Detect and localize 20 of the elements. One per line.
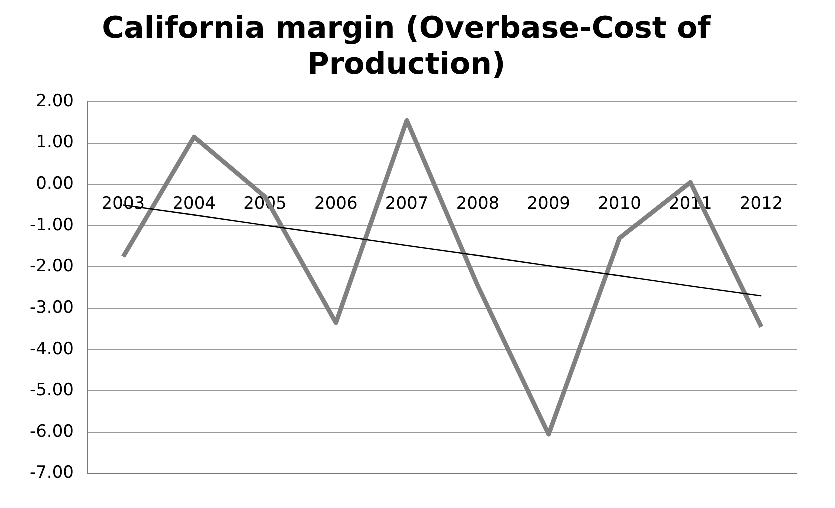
- y-tick-label: -1.00: [30, 215, 74, 236]
- y-tick-label: -3.00: [30, 298, 74, 318]
- y-tick-label: -2.00: [30, 256, 74, 277]
- y-tick-label: -4.00: [30, 339, 74, 360]
- y-tick-label: -7.00: [30, 463, 74, 484]
- x-tick-label: 2010: [598, 194, 642, 214]
- y-tick-label: 1.00: [36, 132, 74, 153]
- x-tick-label: 2012: [740, 194, 784, 214]
- x-tick-label: 2006: [314, 194, 358, 214]
- y-tick-label: 0.00: [36, 174, 74, 194]
- x-tick-label: 2004: [172, 194, 216, 214]
- text: Production): [307, 46, 506, 82]
- x-tick-label: 2003: [102, 194, 146, 214]
- x-tick-label: 2009: [527, 194, 570, 214]
- x-tick-label: 2007: [385, 194, 429, 214]
- text: California margin (Overbase-Cost of: [102, 10, 711, 46]
- y-tick-label: 2.00: [36, 91, 74, 112]
- y-tick-label: -6.00: [30, 422, 74, 442]
- y-tick-label: -5.00: [30, 380, 74, 401]
- x-tick-label: 2008: [456, 194, 500, 214]
